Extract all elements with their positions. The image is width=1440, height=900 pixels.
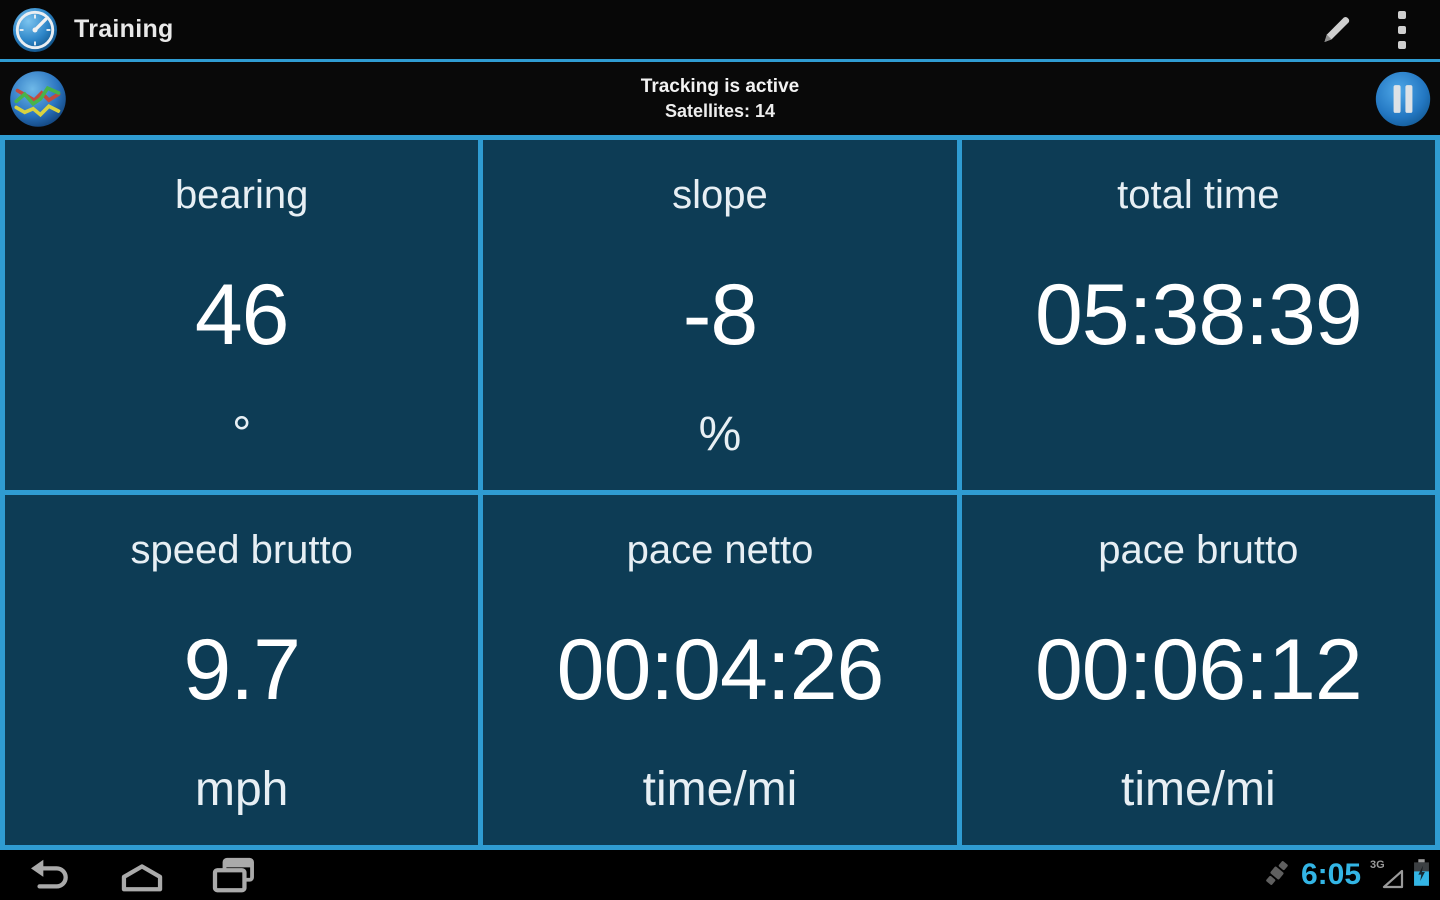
metric-label: slope xyxy=(672,173,768,218)
metric-tile-total-time[interactable]: total time 05:38:39 xyxy=(961,140,1435,490)
metric-tile-pace-netto[interactable]: pace netto 00:04:26 time/mi xyxy=(483,495,957,845)
status-cluster: 6:05 3G xyxy=(1262,858,1430,893)
metric-label: speed brutto xyxy=(130,528,353,573)
tracking-status-bar: Tracking is active Satellites: 14 xyxy=(0,62,1440,135)
recents-icon[interactable] xyxy=(208,855,260,895)
speedometer-app-icon[interactable] xyxy=(12,7,58,53)
metric-unit: time/mi xyxy=(642,762,798,816)
metric-value: 00:06:12 xyxy=(1034,621,1363,718)
network-type-label: 3G xyxy=(1370,859,1385,871)
overflow-menu-icon[interactable] xyxy=(1382,4,1422,56)
action-bar: Training xyxy=(0,0,1440,62)
metric-unit: mph xyxy=(194,762,289,816)
metric-label: pace netto xyxy=(626,528,814,573)
status-clock[interactable]: 6:05 xyxy=(1300,858,1361,891)
metric-label: pace brutto xyxy=(1098,528,1299,573)
metric-tile-bearing[interactable]: bearing 46 ° xyxy=(5,140,479,490)
tracking-status-text: Tracking is active Satellites: 14 xyxy=(641,76,799,122)
metric-unit: time/mi xyxy=(1120,762,1276,816)
metrics-grid: bearing 46 ° slope -8 % total time 05:38… xyxy=(0,135,1440,850)
nav-buttons xyxy=(24,855,260,895)
metric-tile-slope[interactable]: slope -8 % xyxy=(483,140,957,490)
satellites-count: Satellites: 14 xyxy=(664,100,776,121)
pause-icon[interactable] xyxy=(1374,70,1432,128)
back-icon[interactable] xyxy=(24,855,76,895)
tracking-status-line: Tracking is active xyxy=(640,75,800,97)
overflow-dot xyxy=(1398,25,1406,34)
page-title: Training xyxy=(74,15,174,43)
metric-value: 9.7 xyxy=(183,621,301,718)
metric-unit: % xyxy=(698,407,742,461)
battery-charging-icon xyxy=(1413,858,1430,892)
metric-label: bearing xyxy=(174,173,309,218)
home-icon[interactable] xyxy=(116,855,168,895)
metric-tile-pace-brutto[interactable]: pace brutto 00:06:12 time/mi xyxy=(961,495,1435,845)
satellite-icon xyxy=(1262,858,1292,893)
chart-stats-icon[interactable] xyxy=(9,70,67,128)
metric-value: 46 xyxy=(194,266,290,363)
system-nav-bar: 6:05 3G xyxy=(0,850,1440,900)
edit-pencil-icon[interactable] xyxy=(1308,4,1364,56)
metric-value: 05:38:39 xyxy=(1034,266,1363,363)
metric-unit: ° xyxy=(232,407,252,461)
signal-triangle-icon: 3G xyxy=(1370,859,1404,891)
metric-label: total time xyxy=(1117,173,1280,218)
metric-value: 00:04:26 xyxy=(556,621,885,718)
metric-tile-speed-brutto[interactable]: speed brutto 9.7 mph xyxy=(5,495,479,845)
overflow-dot xyxy=(1398,40,1406,49)
overflow-dot xyxy=(1398,10,1406,19)
metric-value: -8 xyxy=(682,266,758,363)
